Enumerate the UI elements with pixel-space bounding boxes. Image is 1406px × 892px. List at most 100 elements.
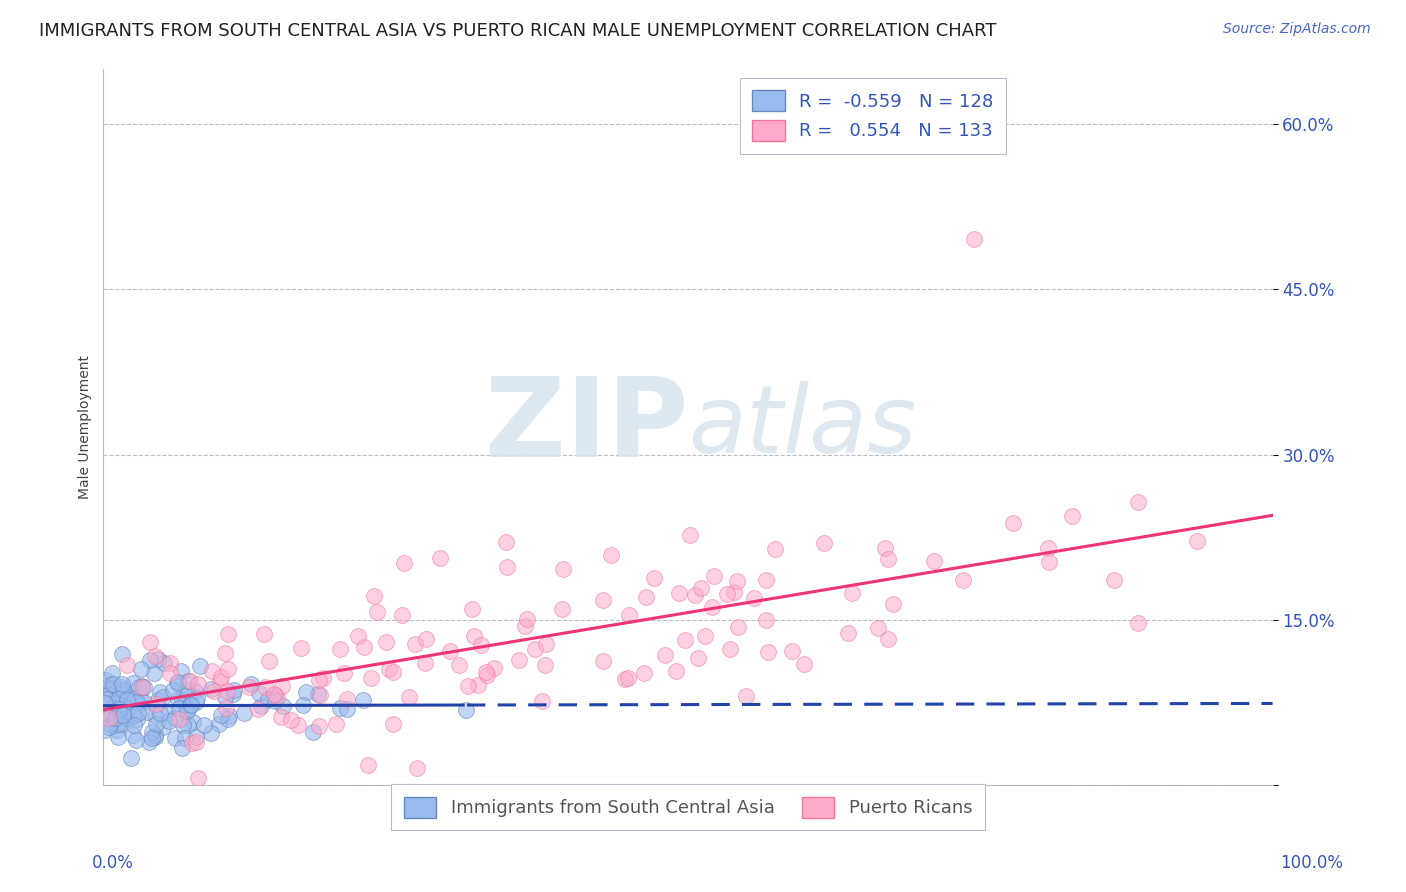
Point bbox=[727, 620, 749, 634]
Point bbox=[145, 716, 167, 731]
Point bbox=[163, 711, 186, 725]
Point bbox=[139, 635, 162, 649]
Point bbox=[763, 541, 786, 556]
Point bbox=[742, 591, 765, 606]
Point bbox=[668, 586, 690, 600]
Point bbox=[179, 698, 201, 712]
Point bbox=[124, 733, 146, 747]
Point bbox=[292, 698, 315, 712]
Point bbox=[482, 661, 505, 675]
Point bbox=[131, 680, 153, 694]
Point bbox=[121, 675, 143, 690]
Point bbox=[1062, 508, 1084, 523]
Point bbox=[457, 679, 479, 693]
Text: 100.0%: 100.0% bbox=[1279, 855, 1343, 872]
Point bbox=[308, 688, 330, 702]
Point bbox=[132, 680, 155, 694]
Point bbox=[381, 716, 404, 731]
Point bbox=[643, 571, 665, 585]
Point bbox=[391, 607, 413, 622]
Point bbox=[186, 730, 208, 744]
Point bbox=[188, 659, 211, 673]
Point bbox=[592, 592, 614, 607]
Point bbox=[633, 665, 655, 680]
Point bbox=[177, 718, 200, 732]
Point bbox=[96, 682, 118, 697]
Point bbox=[118, 712, 141, 726]
Point bbox=[360, 671, 382, 685]
Point bbox=[513, 618, 536, 632]
Point bbox=[177, 702, 200, 716]
Point bbox=[755, 574, 778, 588]
Point bbox=[149, 685, 172, 699]
Point bbox=[181, 736, 204, 750]
Point bbox=[104, 704, 127, 718]
Point bbox=[873, 541, 896, 555]
Point bbox=[184, 735, 207, 749]
Point bbox=[294, 685, 316, 699]
Point bbox=[120, 751, 142, 765]
Point bbox=[217, 627, 239, 641]
Point bbox=[103, 696, 125, 710]
Point bbox=[141, 731, 163, 745]
Point bbox=[107, 691, 129, 706]
Point bbox=[675, 632, 697, 647]
Point bbox=[115, 705, 138, 719]
Point bbox=[1128, 495, 1150, 509]
Point bbox=[107, 730, 129, 744]
Point bbox=[617, 607, 640, 622]
Point bbox=[111, 680, 134, 694]
Point bbox=[876, 552, 898, 566]
Point bbox=[103, 711, 125, 725]
Point bbox=[157, 706, 180, 720]
Point bbox=[200, 725, 222, 739]
Point bbox=[325, 716, 347, 731]
Point bbox=[287, 717, 309, 731]
Point bbox=[134, 695, 156, 709]
Point bbox=[447, 658, 470, 673]
Point bbox=[683, 588, 706, 602]
Point bbox=[266, 690, 288, 704]
Point bbox=[96, 673, 118, 688]
Point bbox=[636, 590, 658, 604]
Point bbox=[166, 674, 188, 689]
Point bbox=[256, 692, 278, 706]
Point bbox=[146, 652, 169, 666]
Point bbox=[533, 658, 555, 673]
Point bbox=[328, 701, 350, 715]
Point bbox=[454, 703, 477, 717]
Point bbox=[186, 691, 208, 706]
Point bbox=[124, 718, 146, 732]
Point bbox=[508, 653, 530, 667]
Point bbox=[218, 708, 240, 723]
Point bbox=[474, 665, 496, 680]
Point bbox=[703, 569, 725, 583]
Point bbox=[173, 687, 195, 701]
Point bbox=[209, 670, 232, 684]
Point bbox=[108, 702, 131, 716]
Text: IMMIGRANTS FROM SOUTH CENTRAL ASIA VS PUERTO RICAN MALE UNEMPLOYMENT CORRELATION: IMMIGRANTS FROM SOUTH CENTRAL ASIA VS PU… bbox=[39, 22, 997, 40]
Point bbox=[143, 730, 166, 744]
Point bbox=[139, 653, 162, 667]
Point bbox=[463, 629, 485, 643]
Point bbox=[122, 707, 145, 722]
Point bbox=[238, 680, 260, 694]
Point bbox=[111, 677, 134, 691]
Point bbox=[524, 641, 547, 656]
Point bbox=[143, 665, 166, 680]
Point bbox=[176, 682, 198, 697]
Point bbox=[110, 647, 132, 661]
Point bbox=[98, 721, 121, 735]
Point bbox=[174, 731, 197, 746]
Point bbox=[152, 720, 174, 734]
Point bbox=[111, 708, 134, 723]
Point bbox=[111, 682, 134, 697]
Point bbox=[209, 673, 232, 688]
Point bbox=[172, 740, 194, 755]
Point bbox=[308, 673, 330, 687]
Point bbox=[280, 713, 302, 727]
Point bbox=[93, 697, 115, 711]
Point bbox=[592, 655, 614, 669]
Point bbox=[837, 626, 859, 640]
Point bbox=[217, 662, 239, 676]
